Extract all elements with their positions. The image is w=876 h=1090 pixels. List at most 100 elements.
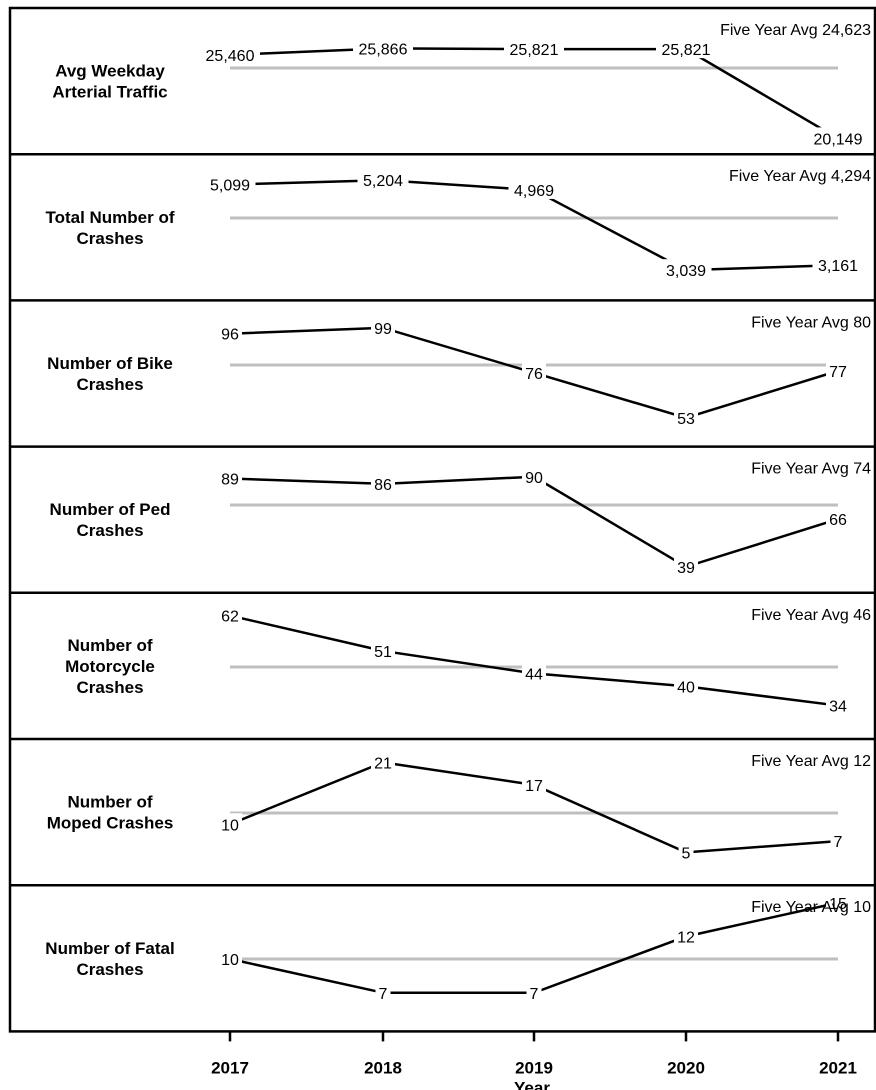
data-label-bg [522,662,546,683]
data-label-bg [357,169,409,190]
data-label: 25,866 [359,41,408,58]
average-label: Five Year Avg 46 [751,607,871,624]
data-label-bg [826,891,850,912]
panel-label: Crashes [76,678,143,697]
data-label: 5,099 [210,178,250,195]
x-tick-label: 2017 [211,1058,249,1077]
data-label: 5 [682,845,691,862]
data-label-bg [218,813,242,834]
data-label-bg [526,981,542,1002]
data-label-bg [204,173,256,194]
panel-label: Number of Fatal [45,939,174,958]
panel-label: Crashes [76,375,143,394]
data-label: 40 [677,679,695,696]
x-tick-label: 2019 [515,1058,553,1077]
data-label-bg [674,555,698,576]
data-label-bg [200,43,260,64]
data-label: 3,039 [666,263,706,280]
data-label: 15 [829,896,847,913]
panel-label: Number of [68,793,153,812]
average-label: Five Year Avg 12 [751,753,871,770]
data-label-bg [504,38,564,59]
data-label-bg [826,359,850,380]
panel-label: Moped Crashes [47,814,174,833]
data-label-bg [522,773,546,794]
panel-label: Total Number of [45,208,174,227]
data-label-bg [826,508,850,529]
data-label-bg [371,751,395,772]
data-label: 7 [530,986,539,1003]
x-axis-title: Year [514,1078,550,1090]
x-tick-label: 2021 [819,1058,857,1077]
average-label: Five Year Avg 80 [751,314,871,331]
data-label: 62 [221,609,239,626]
data-label: 20,149 [814,131,863,148]
data-label-bg [371,472,395,493]
data-label: 34 [829,699,847,716]
data-label-bg [678,841,694,862]
data-label: 25,821 [510,42,559,59]
series-line [229,475,839,569]
series-line [229,47,839,140]
data-label-bg [674,925,698,946]
series-line [229,901,839,994]
data-label-bg [812,254,864,275]
panel-label: Number of Ped [50,500,171,519]
data-label: 96 [221,327,239,344]
data-label: 44 [525,666,543,683]
data-label: 12 [677,930,695,947]
data-label-bg [218,322,242,343]
data-label: 17 [525,778,543,795]
data-label-bg [375,981,391,1002]
data-label: 53 [677,411,695,428]
data-label: 10 [221,952,239,969]
average-label: Five Year Avg 10 [751,899,871,916]
data-label: 51 [374,644,392,661]
data-label-bg [674,406,698,427]
data-label: 25,460 [206,48,255,65]
data-label-bg [522,361,546,382]
data-label: 77 [829,364,847,381]
x-tick-label: 2020 [667,1058,705,1077]
data-label-bg [826,694,850,715]
data-label-bg [808,127,868,148]
average-label: Five Year Avg 74 [751,461,871,478]
panel-label: Number of Bike [47,354,173,373]
average-label: Five Year Avg 24,623 [720,22,871,39]
data-label-bg [371,316,395,337]
panel-label: Crashes [76,960,143,979]
data-label: 66 [829,512,847,529]
data-label: 21 [374,755,392,772]
data-label-bg [674,675,698,696]
data-label-bg [218,604,242,625]
panel-label: Avg Weekday [55,62,165,81]
data-label: 4,969 [514,183,554,200]
panel-label: Crashes [76,521,143,540]
data-label-bg [656,38,716,59]
panel-label: Arterial Traffic [52,83,167,102]
data-label-bg [218,467,242,488]
panel-label: Motorcycle [65,657,155,676]
data-label: 7 [379,986,388,1003]
data-label: 10 [221,817,239,834]
panel-label: Number of [68,636,153,655]
data-label: 99 [374,321,392,338]
series-line [229,614,839,707]
data-label-bg [522,465,546,486]
data-label-bg [371,639,395,660]
data-label: 39 [677,560,695,577]
data-label: 25,821 [662,42,711,59]
x-tick-label: 2018 [364,1058,402,1077]
data-label-bg [353,37,413,58]
data-label: 89 [221,472,239,489]
data-label: 3,161 [818,258,858,275]
average-label: Five Year Avg 4,294 [729,168,871,185]
data-label: 76 [525,366,543,383]
data-label: 86 [374,477,392,494]
data-label: 90 [525,470,543,487]
data-label-bg [218,948,242,968]
data-label: 7 [834,834,843,851]
data-label: 5,204 [363,173,403,190]
